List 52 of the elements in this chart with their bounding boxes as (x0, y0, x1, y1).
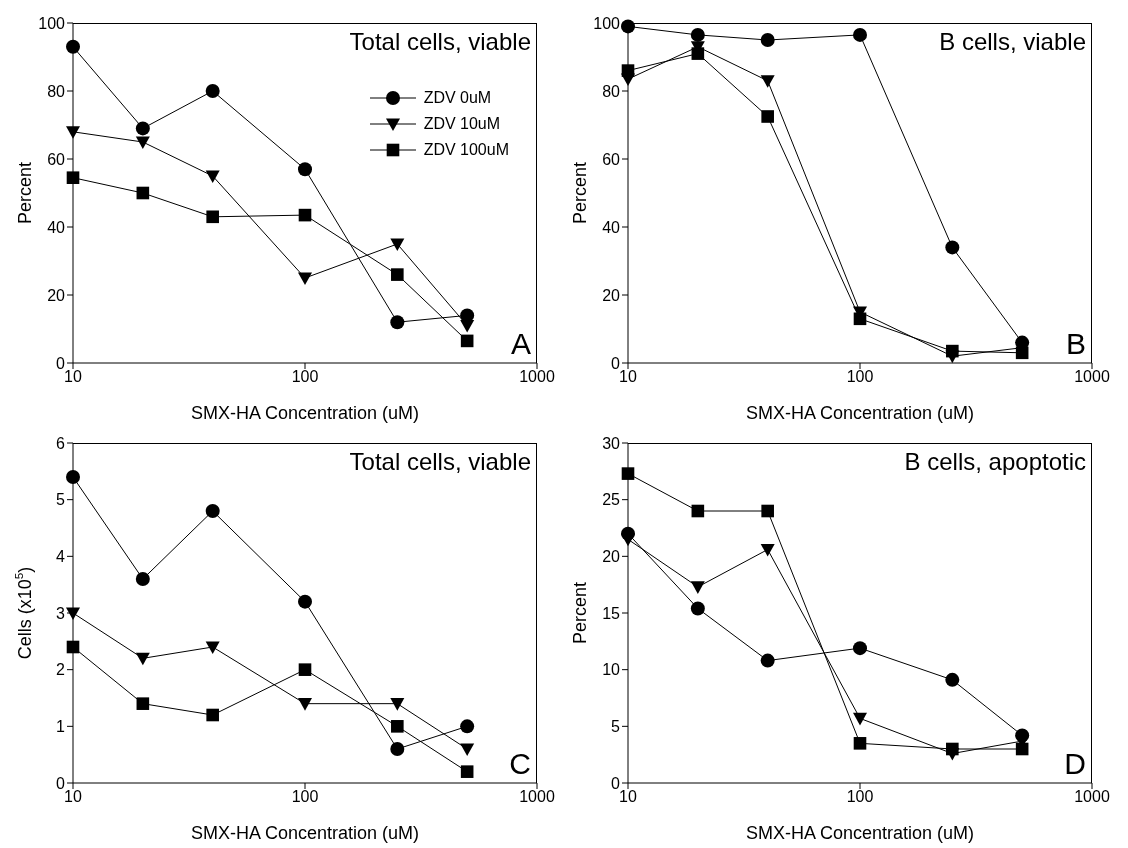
y-tick-label: 30 (602, 434, 621, 452)
x-tick-label: 1000 (519, 368, 555, 386)
y-tick-label: 3 (56, 604, 66, 622)
y-tick-label: 40 (47, 218, 66, 236)
y-tick-label: 80 (602, 82, 621, 100)
y-tick-label: 5 (56, 491, 66, 509)
y-tick-label: 15 (602, 604, 621, 622)
x-axis-title: SMX-HA Concentration (uM) (745, 823, 975, 843)
annotation: A (510, 327, 531, 361)
y-tick-label: 25 (602, 491, 621, 509)
chart-title: Total cells, viable (349, 28, 531, 56)
y-tick-label: 0 (611, 774, 621, 792)
y-tick-label: 10 (602, 661, 621, 679)
y-tick-label: 0 (611, 354, 621, 372)
y-tick-label: 6 (56, 434, 66, 452)
y-axis-title: Percent (14, 161, 35, 225)
y-tick-label: 4 (56, 548, 66, 566)
annotation: B (1065, 327, 1086, 361)
annotation: C (509, 747, 531, 781)
y-tick-label: 0 (56, 774, 66, 792)
y-tick-label: 5 (611, 718, 621, 736)
y-tick-label: 20 (47, 286, 66, 304)
x-axis-title: SMX-HA Concentration (uM) (190, 403, 420, 423)
y-tick-label: 80 (47, 82, 66, 100)
y-tick-label: 20 (602, 286, 621, 304)
x-tick-label: 100 (846, 368, 874, 386)
y-tick-label: 2 (56, 661, 66, 679)
x-tick-label: 1000 (1074, 788, 1110, 806)
chart-title: B cells, apoptotic (904, 448, 1086, 476)
chart-title: Total cells, viable (349, 448, 531, 476)
y-tick-label: 60 (602, 150, 621, 168)
x-tick-label: 100 (846, 788, 874, 806)
y-tick-label: 40 (602, 218, 621, 236)
y-tick-label: 100 (593, 14, 621, 32)
x-axis-title: SMX-HA Concentration (uM) (745, 403, 975, 423)
y-tick-label: 60 (47, 150, 66, 168)
x-tick-label: 1000 (1074, 368, 1110, 386)
y-tick-label: 1 (56, 718, 66, 736)
annotation: D (1064, 747, 1086, 781)
legend-label: ZDV 10uM (423, 115, 501, 133)
y-tick-label: 0 (56, 354, 66, 372)
legend-label: ZDV 0uM (423, 89, 492, 107)
x-tick-label: 1000 (519, 788, 555, 806)
y-axis-title: Percent (569, 581, 590, 645)
y-tick-label: 20 (602, 548, 621, 566)
x-axis-title: SMX-HA Concentration (uM) (190, 823, 420, 843)
chart-title: B cells, viable (939, 28, 1086, 56)
y-axis-title: Percent (569, 161, 590, 225)
x-tick-label: 100 (291, 788, 319, 806)
x-tick-label: 100 (291, 368, 319, 386)
legend-label: ZDV 100uM (423, 141, 509, 159)
y-tick-label: 100 (38, 14, 66, 32)
